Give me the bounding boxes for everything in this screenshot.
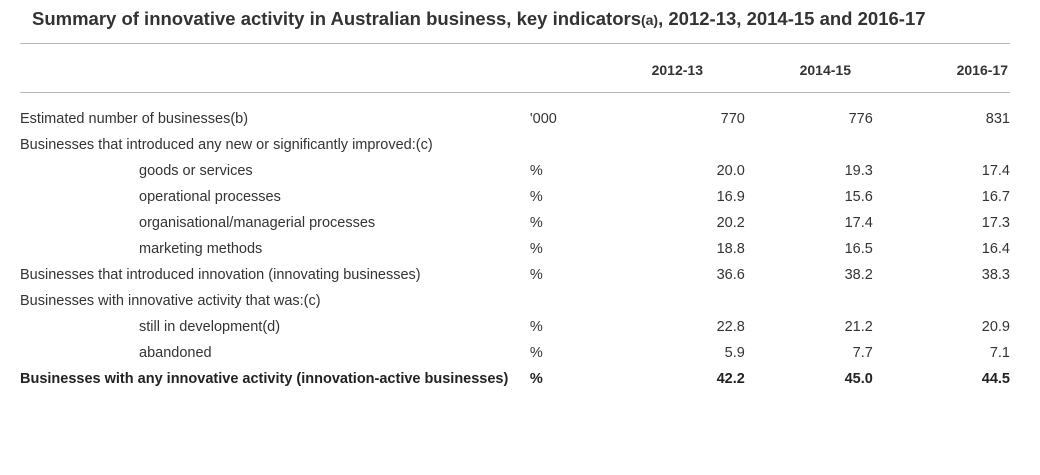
cell-2014-15: 21.2 bbox=[844, 319, 873, 335]
cell-2014-15: 38.2 bbox=[844, 267, 873, 283]
cell-2016-17: 20.9 bbox=[981, 319, 1010, 335]
cell-2014-15: 45.0 bbox=[844, 371, 873, 387]
row-unit: % bbox=[529, 267, 543, 283]
cell-2012-13: 42.2 bbox=[716, 371, 745, 387]
table-row: Businesses with any innovative activity … bbox=[20, 366, 1010, 392]
cell-2014-15: 19.3 bbox=[844, 163, 873, 179]
row-unit bbox=[530, 132, 634, 158]
row-label: still in development(d) bbox=[139, 319, 281, 335]
cell-2012-13: 36.6 bbox=[716, 267, 745, 283]
cell-2012-13: 5.9 bbox=[724, 345, 745, 361]
cell-2012-13: 20.2 bbox=[716, 215, 745, 231]
title-main: Summary of innovative activity in Austra… bbox=[32, 8, 641, 29]
table-row: Estimated number of businesses(b) '000 7… bbox=[20, 106, 1010, 132]
cell-2016-17: 16.4 bbox=[981, 241, 1010, 257]
row-label: marketing methods bbox=[139, 241, 263, 257]
table-row: marketing methods % 18.8 16.5 16.4 bbox=[20, 236, 1010, 262]
cell-2016-17: 16.7 bbox=[981, 189, 1010, 205]
table-row: goods or services % 20.0 19.3 17.4 bbox=[20, 158, 1010, 184]
cell-2016-17: 7.1 bbox=[989, 345, 1010, 361]
column-header-2012-13: 2012-13 bbox=[651, 62, 703, 78]
table-row: organisational/managerial processes % 20… bbox=[20, 210, 1010, 236]
cell-2014-15 bbox=[745, 288, 873, 314]
cell-2012-13 bbox=[634, 288, 744, 314]
title-years: , 2012-13, 2014-15 and 2016-17 bbox=[658, 8, 926, 29]
cell-2012-13: 22.8 bbox=[716, 319, 745, 335]
row-label: Businesses with any innovative activity … bbox=[20, 371, 509, 387]
cell-2016-17 bbox=[873, 288, 1010, 314]
table-row: abandoned % 5.9 7.7 7.1 bbox=[20, 340, 1010, 366]
row-unit: '000 bbox=[529, 111, 557, 127]
cell-2016-17: 17.4 bbox=[981, 163, 1010, 179]
row-unit bbox=[530, 288, 634, 314]
table-row: Businesses that introduced innovation (i… bbox=[20, 262, 1010, 288]
row-label: abandoned bbox=[139, 345, 212, 361]
table-row: still in development(d) % 22.8 21.2 20.9 bbox=[20, 314, 1010, 340]
cell-2016-17: 38.3 bbox=[981, 267, 1010, 283]
cell-2014-15 bbox=[745, 132, 873, 158]
row-label: operational processes bbox=[139, 189, 281, 205]
cell-2016-17: 831 bbox=[985, 111, 1010, 127]
header-rule bbox=[20, 92, 1010, 93]
cell-2012-13: 770 bbox=[720, 111, 745, 127]
column-header-2014-15: 2014-15 bbox=[799, 62, 851, 78]
cell-2014-15: 17.4 bbox=[844, 215, 873, 231]
row-unit: % bbox=[529, 215, 543, 231]
row-unit: % bbox=[529, 163, 543, 179]
cell-2012-13: 20.0 bbox=[716, 163, 745, 179]
row-label: Businesses that introduced any new or si… bbox=[20, 137, 433, 153]
row-label: Businesses that introduced innovation (i… bbox=[20, 267, 421, 283]
row-label: Businesses with innovative activity that… bbox=[20, 293, 321, 309]
cell-2016-17 bbox=[873, 132, 1010, 158]
row-unit: % bbox=[529, 189, 543, 205]
row-unit: % bbox=[529, 371, 543, 387]
row-unit: % bbox=[529, 319, 543, 335]
cell-2014-15: 7.7 bbox=[852, 345, 873, 361]
row-unit: % bbox=[529, 345, 543, 361]
row-unit: % bbox=[529, 241, 543, 257]
cell-2016-17: 44.5 bbox=[981, 371, 1010, 387]
table-title: Summary of innovative activity in Austra… bbox=[32, 8, 926, 30]
cell-2014-15: 15.6 bbox=[844, 189, 873, 205]
title-footnote-ref: (a) bbox=[640, 12, 659, 28]
table-row: Businesses with innovative activity that… bbox=[20, 288, 1010, 314]
cell-2012-13 bbox=[634, 132, 744, 158]
column-header-2016-17: 2016-17 bbox=[956, 62, 1008, 78]
cell-2014-15: 16.5 bbox=[844, 241, 873, 257]
row-label: Estimated number of businesses(b) bbox=[20, 111, 249, 127]
cell-2016-17: 17.3 bbox=[981, 215, 1010, 231]
top-rule bbox=[20, 43, 1010, 44]
row-label: organisational/managerial processes bbox=[139, 215, 376, 231]
row-label: goods or services bbox=[139, 163, 253, 179]
cell-2012-13: 16.9 bbox=[716, 189, 745, 205]
data-table: Estimated number of businesses(b) '000 7… bbox=[20, 106, 1010, 392]
cell-2012-13: 18.8 bbox=[716, 241, 745, 257]
table-row: Businesses that introduced any new or si… bbox=[20, 132, 1010, 158]
cell-2014-15: 776 bbox=[848, 111, 873, 127]
table-row: operational processes % 16.9 15.6 16.7 bbox=[20, 184, 1010, 210]
